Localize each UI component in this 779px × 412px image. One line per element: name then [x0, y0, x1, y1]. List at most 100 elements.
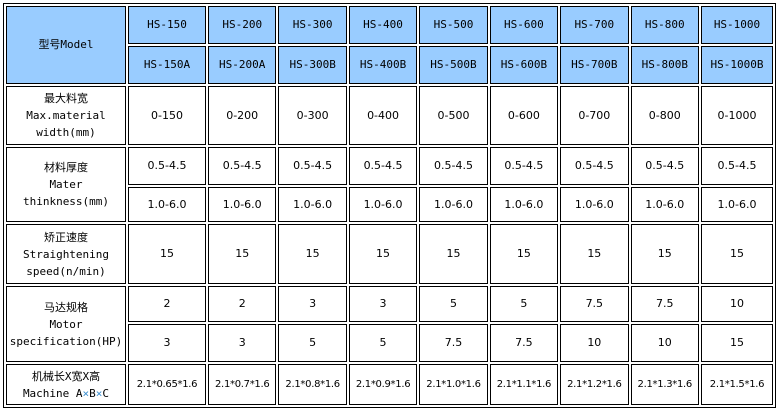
value-cell: 1.0-6.0: [701, 187, 773, 222]
row-label-cn: 矫正速度: [44, 230, 88, 244]
value-cell: 0.5-4.5: [560, 147, 629, 185]
value-cell: 2.1*1.5*1.6: [701, 364, 773, 405]
value-cell: 7.5: [489, 324, 559, 362]
value-cell: 1.0-6.0: [278, 187, 347, 222]
row-label-en2: thinkness(mm): [22, 195, 110, 208]
model-name: HS-1000: [701, 6, 773, 44]
value-cell: 15: [489, 224, 559, 284]
value-cell: 5: [489, 286, 559, 322]
model-name-alt: HS-800B: [630, 46, 699, 84]
row-label: 马达规格 Motor specification(HP): [6, 286, 126, 362]
row-thickness: 材料厚度 Mater thinkness(mm) 0.5-4.5 0.5-4.5 0.5-…: [6, 147, 773, 222]
value-cell: 2.1*0.7*1.6: [208, 364, 277, 405]
row-label-en1: Max.material: [26, 109, 106, 122]
value-cell: 5: [419, 286, 488, 322]
model-name: HS-150: [128, 6, 206, 44]
value-cell: 0-150: [128, 86, 206, 145]
value-cell: 2.1*0.9*1.6: [348, 364, 418, 405]
value-cell: 0.5-4.5: [630, 147, 699, 185]
row-machine: 机械长X宽X高 Machine A×B×C 2.1*0.65*1.6 2.1*0.7*…: [6, 364, 773, 405]
row-label-en2: speed(n/min): [26, 264, 106, 278]
model-name: HS-800: [630, 6, 699, 44]
value-cell: 2: [208, 286, 277, 322]
value-cell: 15: [701, 324, 773, 362]
model-name: HS-600: [489, 6, 559, 44]
value-cell: 10: [701, 286, 773, 322]
value-cell: 1.0-6.0: [208, 187, 277, 222]
value-cell: 1.0-6.0: [560, 187, 629, 222]
header-row: 型号Model HS-150 HS-200 HS-300 HS-400 HS-500 HS-…: [6, 6, 773, 84]
row-motor-2: 3 3 5 5 7.5 7.5 10 10 15: [6, 324, 773, 362]
row-label-en1: Straightening: [22, 247, 110, 261]
row-motor: 马达规格 Motor specification(HP) 2 2 3 3 5 5 7.5 7.5 10: [6, 286, 773, 362]
value-cell: 15: [630, 224, 699, 284]
value-cell: 0-300: [278, 86, 347, 145]
value-cell: 0.5-4.5: [701, 147, 773, 185]
value-cell: 1.0-6.0: [630, 187, 699, 222]
spec-table: 型号Model HS-150 HS-200 HS-300 HS-400 HS-500 HS-…: [3, 3, 776, 408]
row-label: 矫正速度 Straightening speed(n/min): [6, 224, 126, 284]
value-cell: 1.0-6.0: [489, 187, 559, 222]
model-header-label: 型号Model: [6, 6, 126, 84]
value-cell: 1.0-6.0: [419, 187, 488, 222]
value-cell: 3: [348, 286, 418, 322]
value-cell: 1.0-6.0: [348, 187, 418, 222]
header-row-alt: HS-150A HS-200A HS-300B HS-400B HS-500B HS-60…: [6, 46, 773, 84]
value-cell: 15: [278, 224, 347, 284]
value-cell: 2.1*1.3*1.6: [630, 364, 699, 405]
value-cell: 3: [278, 286, 347, 322]
row-label-en1: Motor: [49, 317, 83, 331]
value-cell: 0-800: [630, 86, 699, 145]
model-name: HS-300: [278, 6, 347, 44]
value-cell: 15: [348, 224, 418, 284]
row-label-en2: specification(HP): [9, 334, 123, 348]
value-cell: 7.5: [630, 286, 699, 322]
value-cell: 3: [128, 324, 206, 362]
row-label-cn: 马达规格: [44, 300, 88, 314]
value-cell: 7.5: [560, 286, 629, 322]
value-cell: 15: [208, 224, 277, 284]
row-thickness-2: 1.0-6.0 1.0-6.0 1.0-6.0 1.0-6.0 1.0-6.0 1.0-6…: [6, 187, 773, 222]
value-cell: 5: [348, 324, 418, 362]
model-name: HS-400: [348, 6, 418, 44]
value-cell: 0.5-4.5: [419, 147, 488, 185]
model-name-alt: HS-700B: [560, 46, 629, 84]
value-cell: 1.0-6.0: [128, 187, 206, 222]
value-cell: 0.5-4.5: [278, 147, 347, 185]
row-label-en1: Mater: [49, 178, 83, 191]
row-width: 最大料宽 Max.material width(mm) 0-150 0-200 0-300…: [6, 86, 773, 145]
row-speed: 矫正速度 Straightening speed(n/min) 15 15 15 15 15 1…: [6, 224, 773, 284]
value-cell: 0-400: [348, 86, 418, 145]
value-cell: 2.1*0.65*1.6: [128, 364, 206, 405]
row-label: 机械长X宽X高 Machine A×B×C: [6, 364, 126, 405]
model-name-alt: HS-150A: [128, 46, 206, 84]
value-cell: 0.5-4.5: [128, 147, 206, 185]
value-cell: 0-600: [489, 86, 559, 145]
value-cell: 2.1*1.0*1.6: [419, 364, 488, 405]
value-cell: 0.5-4.5: [208, 147, 277, 185]
row-label-cn: 机械长X宽X高: [31, 369, 101, 383]
value-cell: 0.5-4.5: [489, 147, 559, 185]
model-name: HS-200: [208, 6, 277, 44]
value-cell: 2.1*0.8*1.6: [278, 364, 347, 405]
value-cell: 10: [630, 324, 699, 362]
value-cell: 2.1*1.1*1.6: [489, 364, 559, 405]
model-name-alt: HS-400B: [348, 46, 418, 84]
row-label-cn: 最大料宽: [44, 92, 88, 105]
value-cell: 0-700: [560, 86, 629, 145]
row-label-en: Machine A×B×C: [22, 386, 110, 400]
value-cell: 5: [278, 324, 347, 362]
value-cell: 2: [128, 286, 206, 322]
value-cell: 0.5-4.5: [348, 147, 418, 185]
value-cell: 10: [560, 324, 629, 362]
value-cell: 15: [560, 224, 629, 284]
model-name-alt: HS-200A: [208, 46, 277, 84]
model-name-alt: HS-600B: [489, 46, 559, 84]
value-cell: 2.1*1.2*1.6: [560, 364, 629, 405]
value-cell: 7.5: [419, 324, 488, 362]
model-name-alt: HS-500B: [419, 46, 488, 84]
row-label: 材料厚度 Mater thinkness(mm): [6, 147, 126, 222]
value-cell: 15: [701, 224, 773, 284]
row-label-cn: 材料厚度: [44, 161, 88, 174]
value-cell: 15: [128, 224, 206, 284]
